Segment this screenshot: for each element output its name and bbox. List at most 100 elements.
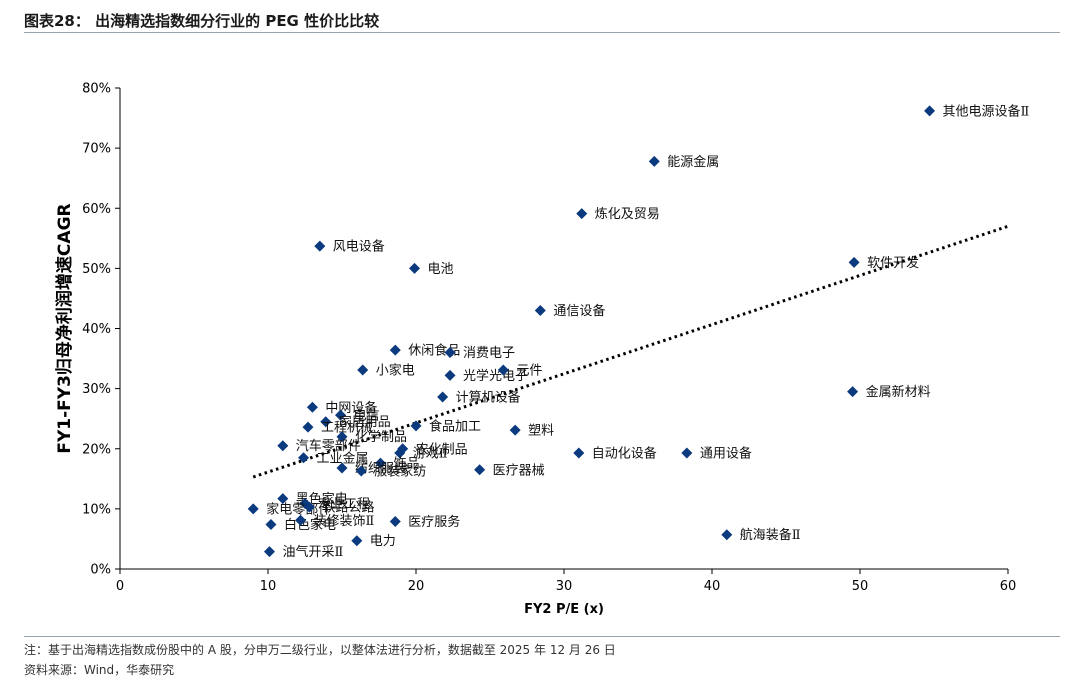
- data-point-label: 医疗器械: [493, 463, 545, 478]
- data-point-marker: [534, 304, 546, 316]
- data-point-marker: [924, 105, 936, 117]
- data-point-label: 油气开采Ⅱ: [282, 544, 343, 560]
- data-point-marker: [263, 546, 275, 558]
- data-point-marker: [648, 155, 660, 167]
- data-point-marker: [298, 452, 310, 464]
- data-point-marker: [265, 519, 277, 531]
- data-point-marker: [410, 420, 422, 432]
- data-point-label: 铁路公路: [322, 500, 374, 516]
- y-tick-label: 70%: [82, 142, 111, 157]
- data-point-label: 专业工程: [318, 497, 370, 512]
- y-tick-label: 30%: [82, 382, 111, 397]
- trendline-layer: [252, 224, 1009, 479]
- page-title: 图表28： 出海精选指数细分行业的 PEG 性价比比较: [24, 12, 380, 30]
- data-point-label: 游戏Ⅱ: [413, 446, 448, 461]
- trendline: [252, 224, 1009, 479]
- data-point-label: 电力: [370, 534, 396, 549]
- data-point-label: 能源金属: [667, 154, 719, 170]
- x-tick-label: 20: [408, 579, 425, 594]
- data-point-label: 工程机械: [321, 421, 373, 436]
- y-tick-label: 10%: [82, 502, 111, 517]
- data-point-label: 小家电: [376, 362, 415, 378]
- data-point-label: 计算机设备: [456, 390, 521, 406]
- data-point-marker: [355, 465, 367, 477]
- data-point-label: 光学光电子: [463, 368, 528, 384]
- data-point-marker: [389, 344, 401, 356]
- data-point-label: 纺织服装: [355, 461, 407, 476]
- y-tick-label: 20%: [82, 442, 111, 457]
- data-point-marker: [336, 462, 348, 474]
- data-point-label: 饰品: [393, 457, 419, 472]
- data-point-marker: [681, 447, 693, 459]
- data-point-marker: [444, 347, 456, 359]
- y-axis-title: FY1-FY3归母净利润增速CAGR: [54, 203, 75, 453]
- data-point-label: 元件: [516, 363, 542, 378]
- data-point-marker: [320, 416, 332, 428]
- data-point-marker: [409, 262, 421, 274]
- data-point-marker: [335, 409, 347, 421]
- data-point-marker: [336, 431, 348, 443]
- data-point-label: 农化制品: [416, 442, 468, 457]
- data-point-label: 电信: [354, 409, 380, 424]
- data-point-marker: [848, 256, 860, 268]
- data-point-label: 软件开发: [867, 255, 919, 271]
- data-point-label: 塑料: [528, 424, 554, 439]
- y-tick-label: 80%: [82, 82, 111, 97]
- data-point-label: 炼化及贸易: [595, 207, 660, 222]
- x-axis-title: FY2 P/E (x): [524, 602, 604, 617]
- y-tick-label: 40%: [82, 322, 111, 337]
- data-point-label: 通用设备: [700, 445, 752, 461]
- data-point-marker: [394, 447, 406, 459]
- x-tick-label: 0: [116, 579, 124, 594]
- axes: 0% 10% 20% 30% 40% 50% 60% 70% 80% 0 10 20 30 40 50 60 F…: [54, 82, 1016, 618]
- bottom-rule: [24, 636, 1060, 637]
- data-point-marker: [295, 514, 307, 526]
- data-point-label: 装修装饰Ⅱ: [314, 514, 375, 529]
- data-point-label: 化学制品: [355, 429, 407, 445]
- x-tick-label: 40: [704, 579, 721, 594]
- data-point-marker: [474, 464, 486, 476]
- x-tick-label: 50: [852, 579, 869, 594]
- data-point-marker: [509, 424, 521, 436]
- data-point-label: 金属新材料: [866, 384, 931, 400]
- x-tick-label: 60: [1000, 579, 1017, 594]
- data-point-label: 家电零部件: [266, 501, 331, 517]
- y-tick-label: 60%: [82, 202, 111, 217]
- data-point-marker: [847, 386, 859, 398]
- data-point-label: 服装家纺: [374, 463, 426, 479]
- data-point-marker: [576, 208, 588, 220]
- y-tick-label: 50%: [82, 262, 111, 277]
- data-point-marker: [314, 240, 326, 252]
- data-point-marker: [277, 440, 289, 452]
- data-point-marker: [303, 501, 315, 513]
- data-point-marker: [437, 391, 449, 403]
- top-rule: [24, 32, 1060, 33]
- x-tick-label: 30: [556, 579, 573, 594]
- data-point-label: 汽车零部件: [296, 438, 361, 454]
- data-point-label: 医疗服务: [408, 514, 460, 530]
- data-point-label: 工业金属: [317, 450, 369, 466]
- data-point-marker: [277, 493, 289, 505]
- data-point-label: 自动化设备: [592, 445, 657, 461]
- y-tick-label: 0%: [90, 563, 111, 578]
- data-point-marker: [247, 503, 259, 515]
- data-point-label: 其他电源设备Ⅱ: [943, 103, 1030, 119]
- data-point-marker: [497, 364, 509, 376]
- footnote: 注：基于出海精选指数成份股中的 A 股，分申万二级行业，以整体法进行分析，数据截…: [24, 643, 616, 657]
- data-point-label: 食品加工: [429, 418, 481, 434]
- data-point-label: 家居用品: [339, 414, 391, 430]
- data-point-marker: [721, 529, 733, 541]
- source-note: 资料来源：Wind，华泰研究: [24, 663, 175, 677]
- data-point-marker: [306, 401, 318, 413]
- data-point-marker: [573, 447, 585, 459]
- data-point-marker: [302, 421, 314, 433]
- data-point-label: 通信设备: [553, 303, 605, 319]
- x-tick-label: 10: [260, 579, 277, 594]
- data-point-marker: [444, 369, 456, 381]
- data-point-label: 航海装备Ⅱ: [740, 527, 801, 543]
- data-point-label: 风电设备: [333, 239, 385, 255]
- data-point-marker: [389, 516, 401, 528]
- data-point-label: 消费电子: [463, 346, 515, 361]
